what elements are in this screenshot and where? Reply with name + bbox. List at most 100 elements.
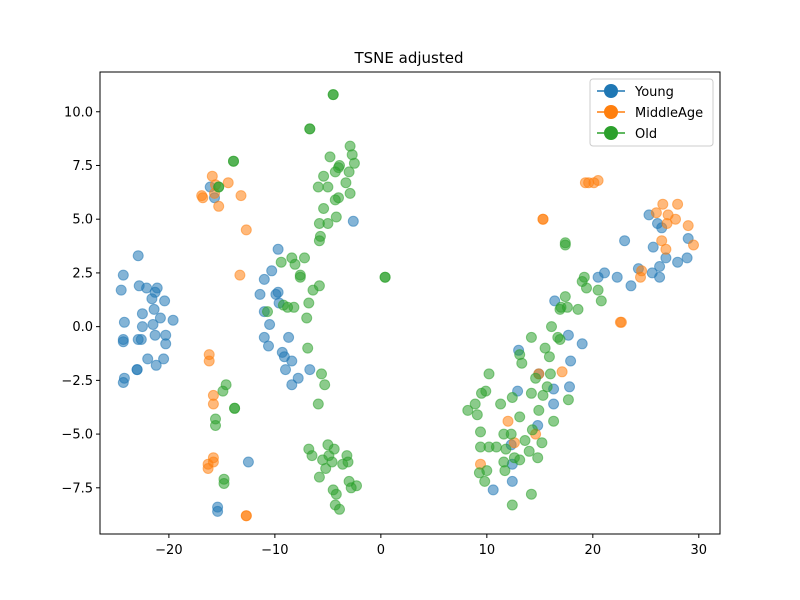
point-middleage-34 (660, 243, 672, 255)
point-young-12 (136, 308, 148, 320)
point-old-52 (342, 456, 354, 468)
point-old-32 (307, 284, 319, 296)
point-young-8 (146, 293, 158, 305)
y-tick-label: −5.0 (61, 428, 93, 443)
point-middleage-11 (203, 355, 215, 367)
point-old-41 (319, 379, 331, 391)
point-old-10 (329, 166, 341, 178)
point-young-3 (115, 284, 127, 296)
y-tick-label: 10.0 (64, 105, 93, 120)
point-old-115 (505, 428, 517, 440)
point-middleage-1 (196, 190, 208, 202)
point-middleage-21 (537, 213, 549, 225)
point-young-67 (672, 256, 684, 268)
point-young-11 (154, 312, 166, 324)
x-tick-label: −20 (155, 543, 182, 558)
y-tick-label: 2.5 (72, 266, 93, 281)
point-old-96 (544, 368, 556, 380)
x-tick-label: −10 (261, 543, 288, 558)
point-old-59 (330, 488, 342, 500)
point-old-17 (333, 192, 344, 204)
point-young-10 (167, 314, 179, 326)
point-old-117 (536, 437, 548, 449)
point-young-38 (264, 319, 276, 330)
point-old-12 (318, 170, 330, 182)
legend-marker-middleage (604, 105, 618, 119)
point-old-132 (525, 488, 537, 500)
point-middleage-8 (240, 224, 252, 236)
point-young-14 (136, 321, 148, 333)
point-young-13 (118, 316, 130, 328)
point-young-35 (254, 288, 266, 300)
point-old-103 (506, 392, 518, 403)
point-young-52 (242, 456, 254, 468)
point-old-116 (519, 435, 531, 446)
point-old-133 (506, 499, 518, 511)
point-old-71 (210, 420, 221, 431)
point-young-15 (147, 319, 159, 330)
point-young-59 (592, 271, 604, 283)
plot-frame (99, 71, 721, 535)
point-old-69 (229, 402, 241, 414)
point-old-39 (302, 342, 314, 354)
point-young-84 (506, 475, 518, 487)
point-young-54 (212, 505, 224, 517)
point-middleage-30 (672, 198, 684, 210)
point-young-49 (347, 215, 359, 227)
y-tick-label: 5.0 (72, 213, 93, 228)
point-old-28 (286, 252, 298, 264)
point-young-40 (263, 340, 274, 352)
point-old-129 (473, 467, 485, 479)
point-old-97 (541, 381, 553, 393)
point-young-66 (654, 271, 666, 283)
point-old-30 (294, 271, 306, 283)
point-old-15 (312, 181, 324, 193)
point-old-104 (495, 398, 507, 410)
point-middleage-9 (234, 269, 246, 281)
point-young-0 (117, 269, 129, 281)
point-young-1 (132, 250, 144, 262)
point-old-34 (301, 312, 313, 324)
point-old-86 (554, 303, 566, 315)
point-young-4 (141, 282, 153, 294)
point-middleage-5 (206, 170, 218, 182)
point-old-14 (340, 177, 352, 189)
point-old-73 (218, 478, 230, 489)
point-old-124 (514, 454, 526, 466)
point-old-33 (303, 297, 315, 309)
point-young-41 (283, 331, 295, 343)
point-old-87 (572, 303, 584, 315)
point-old-61 (334, 503, 345, 515)
point-middleage-35 (661, 218, 673, 229)
point-young-29 (117, 377, 129, 388)
point-old-6 (348, 157, 360, 169)
point-young-55 (619, 235, 631, 247)
y-tick-label: −2.5 (61, 374, 93, 389)
point-young-39 (258, 331, 270, 343)
point-old-22 (313, 218, 325, 229)
point-young-22 (160, 338, 172, 350)
point-middleage-6 (222, 177, 234, 189)
point-old-90 (554, 334, 566, 345)
x-tick-label: 10 (479, 543, 496, 558)
point-old-18 (344, 187, 356, 199)
point-old-114 (526, 424, 538, 436)
point-old-63 (228, 155, 239, 167)
legend-marker-young (604, 84, 618, 98)
point-middleage-31 (682, 220, 694, 232)
point-young-61 (647, 241, 659, 253)
point-young-31 (266, 265, 278, 277)
point-old-101 (525, 387, 537, 399)
point-young-62 (654, 261, 666, 272)
point-old-118 (475, 426, 486, 438)
point-old-99 (562, 394, 574, 406)
point-old-112 (548, 415, 560, 427)
point-young-70 (652, 218, 663, 229)
point-middleage-33 (656, 235, 668, 247)
point-young-30 (272, 243, 284, 255)
point-old-93 (543, 351, 555, 363)
point-young-75 (576, 338, 588, 350)
point-old-92 (525, 331, 537, 343)
point-old-110 (514, 411, 526, 423)
point-middleage-29 (670, 213, 681, 225)
